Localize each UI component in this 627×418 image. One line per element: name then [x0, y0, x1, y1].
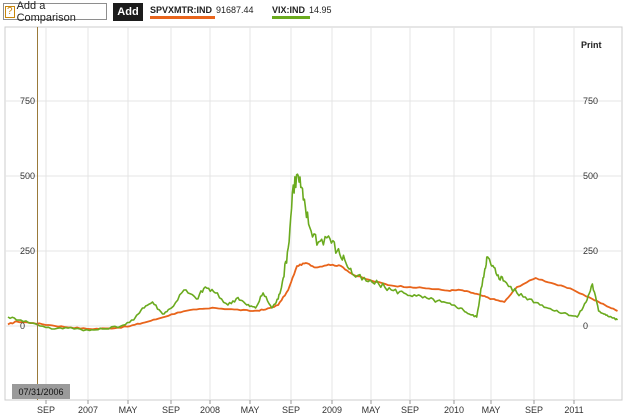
y-tick-label-right: 750: [583, 96, 598, 106]
x-tick-label: SEP: [282, 405, 300, 415]
legend-symbol: VIX:IND: [272, 5, 306, 15]
x-tick-label: SEP: [162, 405, 180, 415]
x-tick-label: SEP: [401, 405, 419, 415]
x-tick-label: 2011: [564, 405, 583, 415]
x-tick-label: MAY: [119, 405, 138, 415]
y-tick-label-right: 500: [583, 171, 598, 181]
print-button[interactable]: Print: [581, 40, 602, 50]
series-line-vix-ind: [7, 173, 619, 332]
add-comparison-input[interactable]: ? Add a Comparison: [3, 0, 107, 24]
add-button[interactable]: Add: [113, 3, 143, 21]
y-tick-label-left: 0: [20, 321, 25, 331]
x-tick-label: 2010: [444, 405, 464, 415]
toolbar: ? Add a Comparison Add SPVXMTR:IND 91687.…: [0, 0, 627, 24]
chart-frame: [4, 26, 623, 401]
y-tick-label-left: 500: [20, 171, 35, 181]
x-tick-label: SEP: [525, 405, 543, 415]
x-tick-label: MAY: [241, 405, 260, 415]
x-tick-label: MAY: [362, 405, 381, 415]
y-tick-label-right: 250: [583, 246, 598, 256]
legend-value: 91687.44: [216, 5, 254, 15]
legend-item-vix: VIX:IND 14.95: [272, 5, 332, 15]
y-tick-label-right: 0: [583, 321, 588, 331]
y-tick-label-left: 250: [20, 246, 35, 256]
legend-symbol: SPVXMTR:IND: [150, 5, 213, 15]
x-tick-label: MAY: [482, 405, 501, 415]
legend-swatch-spvxmtr: [150, 16, 215, 19]
y-tick-label-left: 750: [20, 96, 35, 106]
add-comparison-placeholder: Add a Comparison: [16, 0, 76, 24]
x-tick-label: 2009: [322, 405, 342, 415]
x-tick-label: SEP: [37, 405, 55, 415]
series-line-spvxmtr-ind: [7, 262, 618, 331]
legend-swatch-vix: [272, 16, 310, 19]
legend-value: 14.95: [309, 5, 332, 15]
legend-item-spvxmtr: SPVXMTR:IND 91687.44: [150, 5, 254, 15]
cursor-date-badge: 07/31/2006: [12, 384, 70, 399]
x-tick-label: 2007: [78, 405, 98, 415]
x-tick-label: 2008: [200, 405, 220, 415]
help-icon[interactable]: ?: [5, 5, 15, 18]
